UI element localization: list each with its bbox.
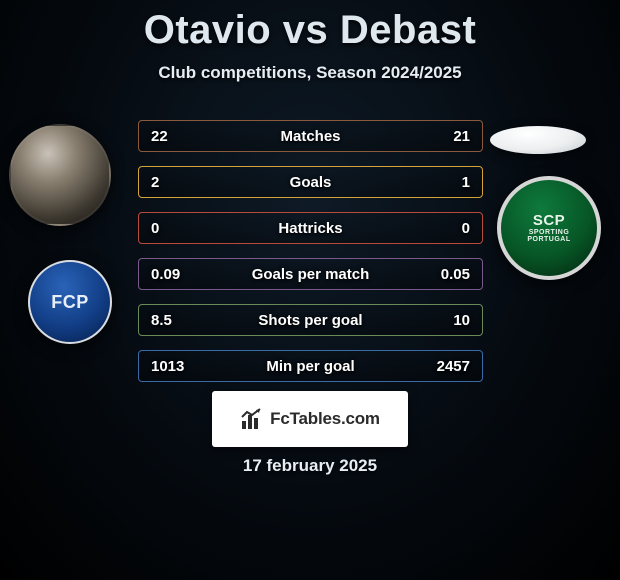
club-right-abbrev-2: SPORTING	[529, 229, 570, 236]
stat-label: Min per goal	[139, 358, 482, 375]
stat-left-value: 0.09	[151, 266, 180, 283]
page-title: Otavio vs Debast	[0, 0, 620, 53]
stat-left-value: 2	[151, 174, 159, 191]
player-right-avatar	[490, 126, 586, 154]
stat-right-value: 2457	[437, 358, 470, 375]
source-logo-text: FcTables.com	[270, 409, 380, 429]
stat-label: Matches	[139, 128, 482, 145]
stat-label: Goals	[139, 174, 482, 191]
player-left-avatar	[9, 124, 111, 226]
stat-right-value: 1	[462, 174, 470, 191]
comparison-card: Otavio vs Debast Club competitions, Seas…	[0, 0, 620, 580]
stat-left-value: 1013	[151, 358, 184, 375]
stat-right-value: 0.05	[441, 266, 470, 283]
stats-table: 22Matches212Goals10Hattricks00.09Goals p…	[138, 120, 483, 396]
stat-label: Goals per match	[139, 266, 482, 283]
footer-date: 17 february 2025	[0, 456, 620, 476]
stat-row: 0Hattricks0	[138, 212, 483, 244]
stat-row: 22Matches21	[138, 120, 483, 152]
stat-right-value: 21	[453, 128, 470, 145]
stat-row: 1013Min per goal2457	[138, 350, 483, 382]
stat-label: Hattricks	[139, 220, 482, 237]
stat-row: 2Goals1	[138, 166, 483, 198]
club-left-abbrev: FCP	[51, 292, 89, 313]
stat-left-value: 8.5	[151, 312, 172, 329]
stat-left-value: 0	[151, 220, 159, 237]
stat-row: 0.09Goals per match0.05	[138, 258, 483, 290]
stat-right-value: 0	[462, 220, 470, 237]
stat-right-value: 10	[453, 312, 470, 329]
stat-row: 8.5Shots per goal10	[138, 304, 483, 336]
source-logo: FcTables.com	[212, 391, 408, 447]
stat-label: Shots per goal	[139, 312, 482, 329]
club-right-abbrev-3: PORTUGAL	[527, 236, 570, 243]
page-subtitle: Club competitions, Season 2024/2025	[0, 63, 620, 83]
stat-left-value: 22	[151, 128, 168, 145]
player-left-club-badge: FCP	[28, 260, 112, 344]
bar-chart-icon	[240, 407, 264, 431]
club-right-abbrev-1: SCP	[533, 213, 565, 229]
player-right-club-badge: SCP SPORTING PORTUGAL	[497, 176, 601, 280]
